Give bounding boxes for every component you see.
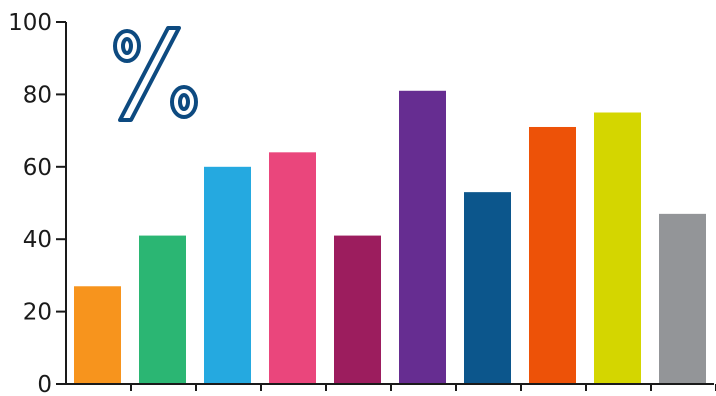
y-tick-label-40: 40	[23, 227, 52, 253]
bar-8	[529, 126, 576, 384]
bar-6	[399, 90, 446, 384]
y-tick-label-60: 60	[23, 155, 52, 181]
y-tick-label-100: 100	[8, 10, 52, 36]
bars-group	[74, 90, 706, 384]
y-tick-label-20: 20	[23, 300, 52, 326]
bar-7	[464, 192, 511, 384]
y-ticks-group: 0 20 40 60 80 100	[8, 10, 66, 396]
bar-9	[594, 112, 641, 384]
percent-icon	[113, 26, 198, 122]
bar-3	[204, 166, 251, 384]
bar-2	[139, 235, 186, 384]
percent-icon-slash	[118, 26, 181, 122]
percent-icon-lower-circle	[170, 85, 198, 119]
y-tick-label-80: 80	[23, 82, 52, 108]
bar-5	[334, 235, 381, 384]
y-tick-label-0: 0	[37, 372, 52, 396]
x-ticks-group	[130, 384, 716, 391]
bar-1	[74, 286, 121, 384]
bar-4	[269, 152, 316, 384]
percent-icon-lower-circle-inner	[178, 93, 190, 111]
percent-icon-upper-circle	[113, 29, 141, 63]
bar-10	[659, 213, 706, 384]
percent-icon-upper-circle-inner	[121, 37, 133, 55]
